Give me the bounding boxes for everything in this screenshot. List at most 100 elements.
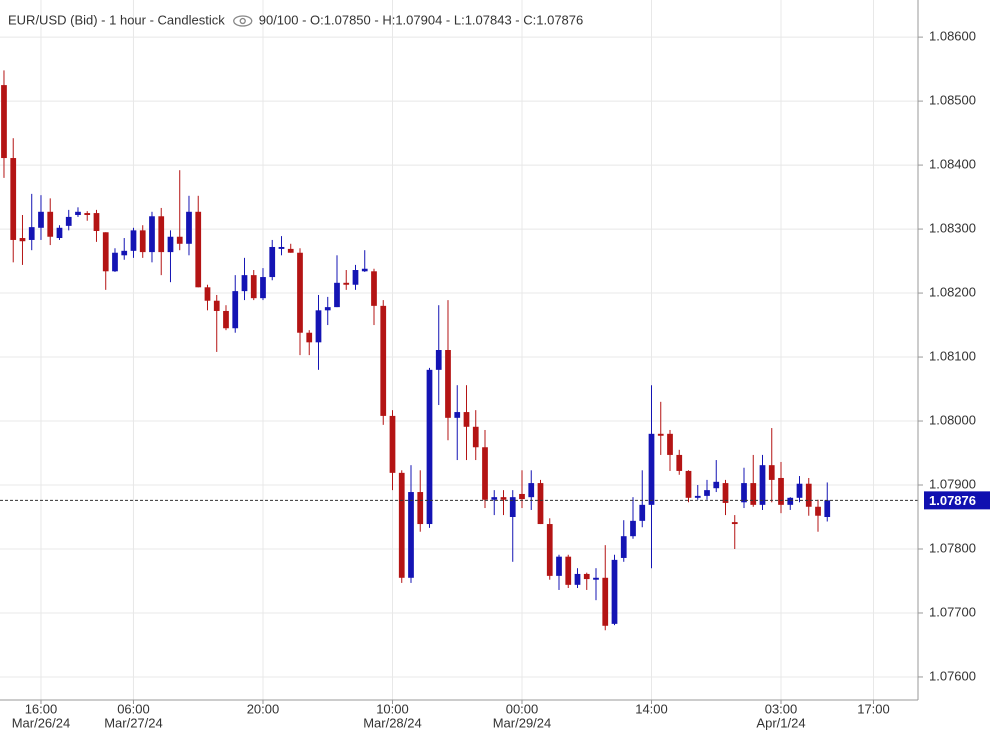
candle-body	[435, 350, 442, 370]
candle-body	[28, 227, 35, 240]
candle-body	[824, 500, 831, 518]
candle-body	[815, 506, 821, 516]
candle-body	[1, 85, 7, 159]
candle-body	[260, 277, 266, 299]
candle-body	[593, 577, 599, 580]
y-tick-label: 1.08000	[929, 412, 976, 427]
candle-body	[741, 483, 747, 503]
candle-body	[213, 300, 220, 311]
candle-body	[315, 310, 322, 343]
candle-body	[639, 504, 646, 521]
candle-body	[361, 268, 368, 272]
last-price-label: 1.07876	[929, 493, 976, 508]
candle-body	[371, 271, 377, 306]
candle-body	[112, 252, 118, 272]
candle-body	[676, 454, 683, 471]
candle-body	[731, 522, 738, 525]
candle-body	[343, 282, 350, 285]
candle-body	[75, 211, 81, 215]
x-tick-label: 00:00	[506, 701, 539, 716]
last-price-box	[924, 491, 990, 510]
candle-body	[297, 252, 303, 333]
x-tick-label: 20:00	[247, 701, 280, 716]
candle-body	[149, 216, 155, 253]
candle-body	[269, 246, 276, 278]
candle-body	[630, 520, 636, 537]
candle-body	[102, 232, 109, 272]
y-tick-label: 1.07700	[929, 604, 976, 619]
candle-body	[19, 238, 26, 242]
candle-body	[546, 524, 553, 576]
candle-body	[509, 497, 516, 518]
candle-body	[84, 213, 91, 215]
candle-body	[408, 492, 414, 578]
y-tick-label: 1.08200	[929, 284, 976, 299]
candle-body	[611, 559, 618, 624]
x-tick-label: 16:00	[25, 701, 58, 716]
chart-title: EUR/USD (Bid) - 1 hour - Candlestick	[8, 12, 225, 27]
candle-body	[380, 305, 387, 416]
candle-body	[602, 577, 609, 626]
candle-body	[204, 287, 211, 301]
candle-body	[722, 483, 729, 503]
x-tick-label: 10:00	[376, 701, 409, 716]
candle-body	[278, 246, 285, 249]
candle-body	[130, 230, 137, 251]
candle-body	[556, 556, 562, 576]
candle-body	[472, 426, 479, 448]
y-tick-label: 1.08100	[929, 348, 976, 363]
x-tick-date: Mar/26/24	[12, 715, 71, 730]
candle-body	[324, 307, 331, 311]
candle-body	[398, 472, 405, 578]
candles	[0, 70, 918, 631]
candle-body	[574, 573, 581, 585]
candle-body	[491, 497, 498, 500]
candle-body	[667, 433, 673, 455]
candle-body	[334, 282, 340, 308]
candle-body	[768, 465, 775, 480]
candle-body	[565, 556, 572, 585]
x-tick-date: Apr/1/24	[756, 715, 805, 730]
candle-body	[805, 483, 812, 507]
y-tick-label: 1.08600	[929, 29, 976, 44]
candle-body	[389, 415, 396, 473]
candle-body	[139, 230, 146, 253]
candle-body	[528, 483, 535, 498]
candle-body	[167, 236, 174, 253]
candle-body	[241, 275, 248, 292]
candle-body	[186, 211, 192, 244]
x-tick-date: Mar/29/24	[493, 715, 552, 730]
candle-body	[537, 483, 544, 525]
candle-body	[223, 310, 229, 329]
candle-body	[463, 412, 470, 427]
candle-body	[685, 470, 692, 498]
x-tick-date: Mar/28/24	[363, 715, 422, 730]
candle-body	[713, 481, 720, 489]
candle-body	[657, 433, 664, 436]
y-tick-label: 1.07600	[929, 668, 976, 683]
candle-body	[38, 211, 44, 228]
candle-body	[306, 332, 313, 343]
candle-body	[519, 493, 525, 500]
x-tick-label: 03:00	[765, 701, 798, 716]
x-tick-label: 06:00	[117, 701, 150, 716]
candle-body	[454, 412, 461, 418]
candle-body	[620, 536, 627, 558]
y-tick-label: 1.08300	[929, 221, 976, 236]
x-tick-label: 17:00	[857, 701, 890, 716]
candle-body	[750, 483, 757, 505]
candle-body	[93, 213, 100, 231]
y-tick-label: 1.08400	[929, 157, 976, 172]
candle-body	[352, 270, 359, 285]
candle-body	[65, 216, 72, 226]
candle-body	[583, 573, 590, 580]
candle-body	[232, 291, 239, 329]
candle-body	[704, 490, 710, 496]
candle-body	[778, 477, 784, 505]
chart-subtitle: 90/100 - O:1.07850 - H:1.07904 - L:1.078…	[259, 12, 584, 27]
candle-body	[648, 433, 655, 505]
y-tick-label: 1.07800	[929, 540, 976, 555]
eye-icon[interactable]	[233, 15, 253, 27]
